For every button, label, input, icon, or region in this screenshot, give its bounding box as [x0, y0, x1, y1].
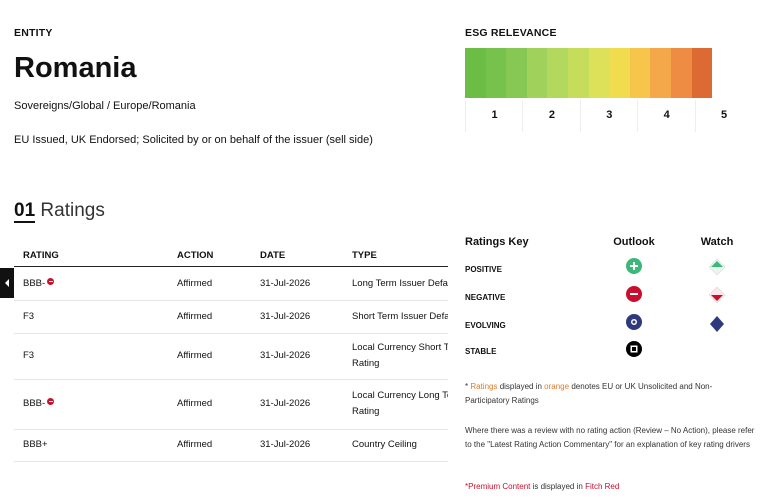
type-cell: Local Currency Long Te Rating — [352, 388, 448, 420]
table-row: BBB+ Affirmed 31-Jul-2026 Country Ceiling — [14, 429, 448, 462]
table-row: F3 Affirmed 31-Jul-2026 Local Currency Shor… — [14, 333, 448, 380]
esg-bar — [465, 48, 713, 98]
column-header: ACTION — [177, 250, 214, 261]
note-highlight: orange — [544, 382, 570, 391]
table-cell: 31-Jul-2026 — [260, 277, 311, 289]
type-line: Local Currency Long Te — [352, 390, 448, 401]
table-cell: Affirmed — [177, 277, 213, 289]
column-header: DATE — [260, 250, 286, 261]
key-row-label: STABLE — [465, 347, 497, 356]
table-cell: Affirmed — [177, 350, 213, 361]
esg-scale-label: 2 — [522, 100, 580, 132]
footnote: *Premium Content is displayed in Fitch R… — [465, 480, 755, 494]
entity-sector: Sovereigns/Global / Europe/Romania — [14, 100, 196, 112]
table-cell: 31-Jul-2026 — [260, 310, 311, 322]
header-rule — [14, 266, 448, 267]
table-cell: Affirmed — [177, 310, 213, 322]
note-text: is displayed in — [530, 482, 586, 491]
column-header: RATING — [23, 250, 59, 261]
ratings-table: RATING ACTION DATE TYPE BBB- Affirmed 31-Jul-2… — [14, 236, 448, 462]
note-text: Where there was a review with no rating … — [465, 426, 755, 449]
watch-negative-icon — [47, 398, 55, 405]
rating-cell: F3 — [23, 350, 35, 361]
esg-scale-label: 5 — [694, 100, 753, 132]
key-row-label: POSITIVE — [465, 265, 502, 274]
esg-title: ESG RELEVANCE — [465, 27, 557, 39]
entity-label: ENTITY — [14, 27, 53, 39]
type-cell: Country Ceiling — [352, 437, 417, 453]
rating-cell: BBB+ — [23, 439, 48, 450]
note-text: * — [465, 382, 471, 391]
type-cell: Long Term Issuer Defau — [352, 276, 448, 292]
section-name: Ratings — [40, 200, 105, 221]
type-line: Short Term Issuer Defa — [352, 310, 448, 322]
table-row: BBB- Affirmed 31-Jul-2026 Long Term Issuer … — [14, 267, 448, 301]
note-highlight: Ratings — [470, 382, 498, 391]
type-line: Rating — [352, 358, 380, 369]
rating-cell: BBB- — [23, 396, 55, 412]
watch-negative-icon — [47, 277, 55, 285]
note-text: denotes EU or UK Unsolicited and Non-Par… — [465, 382, 713, 405]
rating-cell: BBB- — [23, 276, 55, 292]
table-cell: Affirmed — [177, 398, 213, 409]
note-highlight: Fitch Red — [585, 482, 620, 491]
type-line: Local Currency Short Te — [352, 342, 448, 353]
key-title: Ratings Key — [465, 236, 529, 248]
esg-scale-label: 3 — [579, 100, 638, 132]
table-cell: 31-Jul-2026 — [260, 350, 311, 361]
arrow-icon — [5, 279, 9, 287]
footnote: * Ratings displayed in orange denotes EU… — [465, 380, 755, 408]
table-cell: 31-Jul-2026 — [260, 439, 311, 450]
key-row-label: EVOLVING — [465, 321, 506, 330]
key-icons — [626, 258, 726, 357]
esg-scale-label: 4 — [637, 100, 695, 132]
column-header: TYPE — [352, 250, 377, 261]
table-row: F3 Affirmed 31-Jul-2026 Short Term Issuer D… — [14, 300, 448, 334]
type-cell: Short Term Issuer Defa — [352, 309, 448, 325]
footnote: Where there was a review with no rating … — [465, 424, 755, 452]
scroll-left-button[interactable] — [0, 268, 14, 298]
key-column: Watch — [700, 236, 734, 248]
rating-cell: F3 — [23, 310, 35, 322]
note-highlight: *Premium Content — [465, 482, 531, 491]
type-line: Rating — [352, 406, 380, 417]
type-cell: Local Currency Short Te Rating — [352, 340, 448, 372]
section-number: 01 — [14, 200, 36, 223]
table-cell: 31-Jul-2026 — [260, 398, 311, 409]
section-title: 01 Ratings — [14, 200, 105, 223]
type-line: Country Ceiling — [352, 439, 417, 450]
table-cell: Affirmed — [177, 439, 213, 450]
esg-scale-label: 1 — [465, 100, 523, 132]
key-row-label: NEGATIVE — [465, 293, 506, 302]
entity-note: EU Issued, UK Endorsed; Solicited by or … — [14, 134, 373, 146]
key-column: Outlook — [613, 236, 655, 248]
type-line: Long Term Issuer Defau — [352, 277, 448, 289]
table-row: BBB- Affirmed 31-Jul-2026 Local Currency Lo… — [14, 379, 448, 430]
entity-name: Romania — [14, 52, 137, 84]
note-text: displayed in — [497, 382, 545, 391]
